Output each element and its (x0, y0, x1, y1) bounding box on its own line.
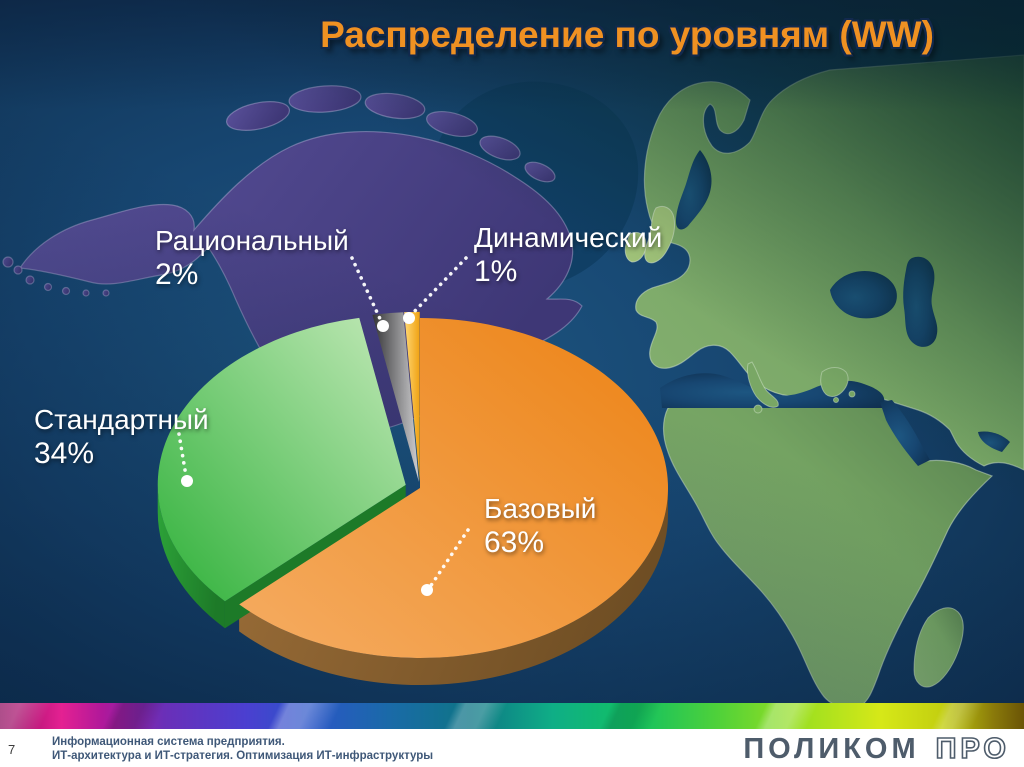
pie-label-dynamic-name: Динамический (474, 222, 663, 253)
footer-text: Информационная система предприятия. ИТ-а… (52, 735, 433, 763)
pie-slice-Базовый (239, 318, 669, 658)
world-map-background (0, 0, 1024, 703)
pie-slices (157, 311, 669, 685)
pie-label-dynamic: Динамический 1% (474, 221, 662, 289)
pie-slice-Динамический (404, 311, 420, 482)
logo-text-solid: ПОЛИКОМ (743, 733, 920, 765)
pie-label-basic-value: 63% (484, 526, 545, 559)
pie-chart (157, 256, 669, 685)
pie-label-standard-value: 34% (34, 437, 95, 470)
pie-label-rational-name: Рациональный (155, 225, 349, 256)
leader-dynamic (410, 256, 468, 316)
pie-slice-rim-Базовый (239, 488, 669, 685)
pie-label-rational-value: 2% (155, 258, 199, 291)
leader-dot-basic (421, 584, 433, 596)
pie-label-basic-name: Базовый (484, 493, 597, 524)
footer-line-1: Информационная система предприятия. (52, 736, 285, 748)
leader-rational (350, 256, 383, 323)
pie-label-dynamic-value: 1% (474, 255, 518, 288)
pie-label-standard: Стандартный 34% (34, 403, 209, 471)
pie-slice-Рациональный (372, 312, 419, 482)
page-number: 7 (8, 742, 16, 757)
pie-slice-rim-Стандартный (157, 484, 225, 629)
pie-slice-Стандартный (157, 317, 406, 602)
pie-label-standard-name: Стандартный (34, 404, 209, 435)
footer-line-2: ИТ-архитектура и ИТ-стратегия. Оптимизац… (52, 750, 434, 762)
leader-dot-standard (181, 475, 193, 487)
leader-standard (177, 432, 188, 478)
pie-label-basic: Базовый 63% (484, 492, 596, 560)
decorative-color-stripe (0, 703, 1024, 729)
leader-basic (428, 528, 470, 589)
world-map-svg (0, 0, 1024, 703)
pie-label-rational: Рациональный 2% (155, 224, 349, 292)
slide-title: Распределение по уровням (WW) (320, 14, 934, 55)
company-logo: ПОЛИКОМ ПРО (743, 732, 1010, 766)
logo-text-outline: ПРО (935, 732, 1010, 766)
leader-dot-dynamic (403, 312, 415, 324)
leader-lines (177, 256, 470, 596)
footer: 7 Информационная система предприятия. ИТ… (0, 729, 1024, 767)
leader-dot-rational (377, 320, 389, 332)
